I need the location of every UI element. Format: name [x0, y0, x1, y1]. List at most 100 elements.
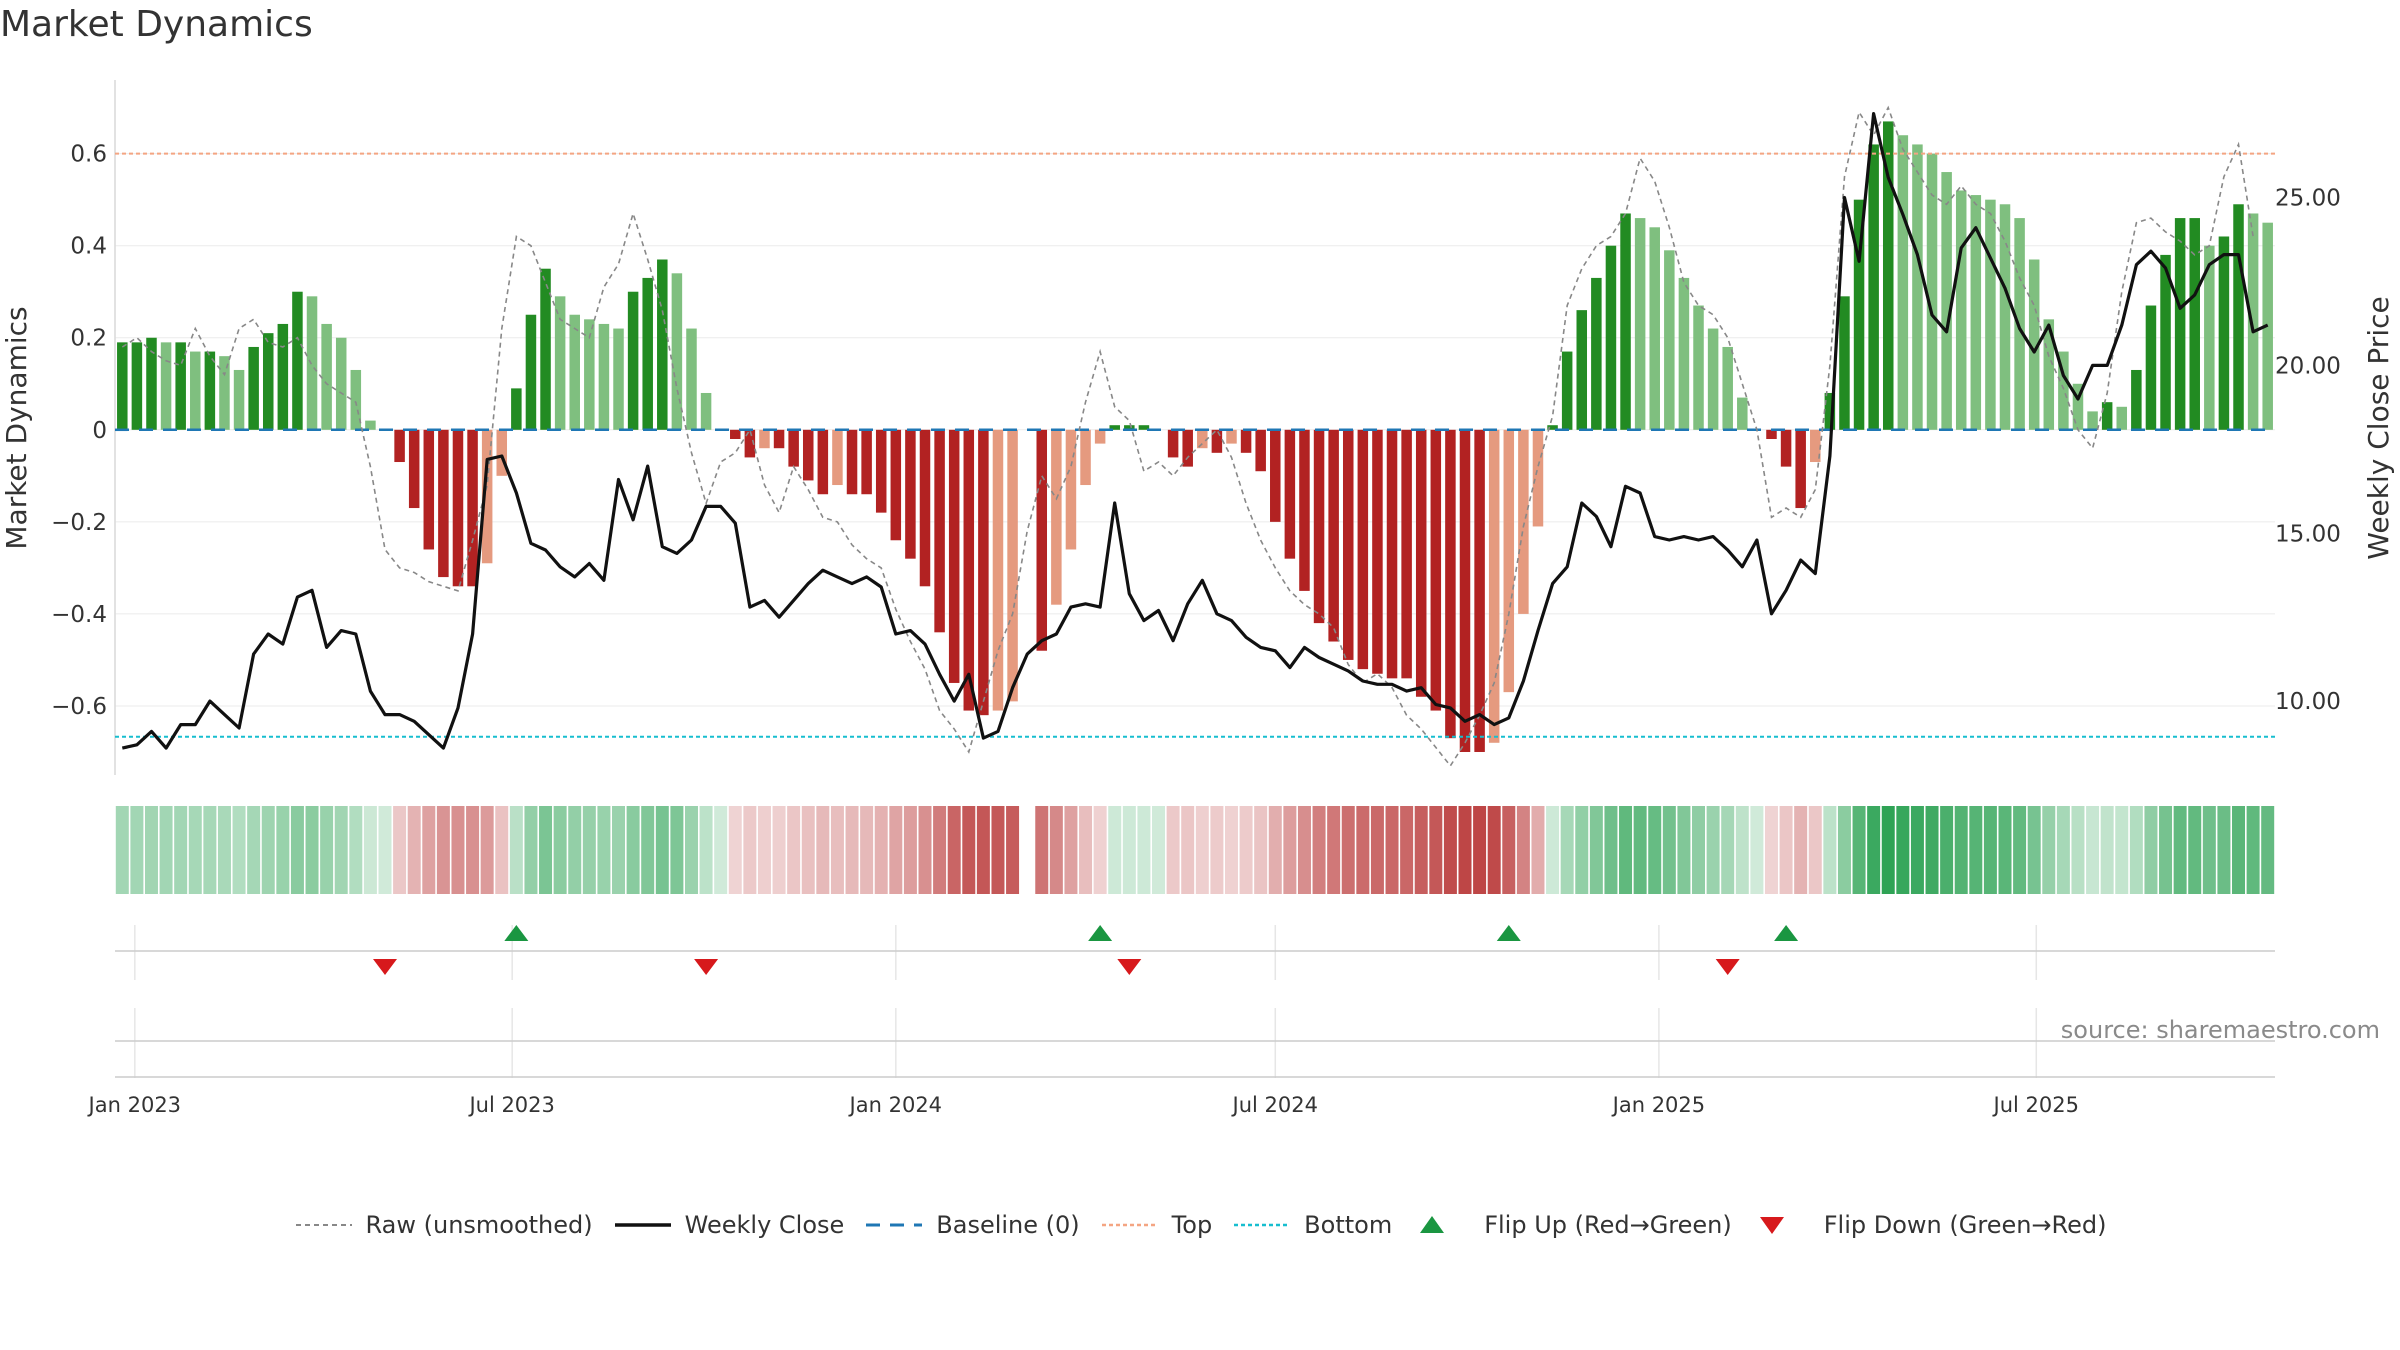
momentum-bar	[1649, 227, 1660, 430]
heat-cell	[597, 806, 611, 894]
momentum-bar	[219, 356, 230, 430]
heat-cell	[290, 806, 304, 894]
y-tick-label: 0.4	[70, 234, 107, 260]
heat-cell	[509, 806, 523, 894]
momentum-bar	[2028, 259, 2040, 430]
heat-cell	[2202, 806, 2216, 894]
heat-cell	[1692, 806, 1706, 894]
heat-cell	[553, 806, 567, 894]
momentum-bar	[496, 429, 508, 476]
momentum-bar	[1912, 144, 1923, 430]
heat-cell	[1166, 806, 1180, 894]
heat-cell	[1910, 806, 1924, 894]
heat-cell	[1662, 806, 1676, 894]
momentum-bar	[1401, 429, 1412, 679]
flip-up-marker	[504, 925, 529, 941]
heat-cell	[2232, 806, 2246, 894]
momentum-bar	[2101, 402, 2113, 430]
raw-series-line	[121, 105, 2254, 768]
legend-item-flip-down: Flip Down (Green→Red)	[1752, 1211, 2107, 1239]
momentum-bar	[1313, 429, 1325, 624]
heat-cell	[1852, 806, 1866, 894]
heat-cell	[772, 806, 786, 894]
heat-cell	[670, 806, 684, 894]
legend-item-baseline: Baseline (0)	[864, 1211, 1080, 1239]
heat-cell	[1385, 806, 1399, 894]
heat-cell	[1808, 806, 1822, 894]
heat-cell	[1648, 806, 1662, 894]
momentum-bar	[1985, 199, 1996, 430]
heat-cell	[655, 806, 669, 894]
momentum-bar	[1299, 429, 1310, 591]
flip-down-marker	[694, 959, 719, 975]
momentum-bar	[919, 429, 931, 587]
momentum-bar	[598, 323, 610, 430]
heat-cell	[816, 806, 830, 894]
y2-tick-label: 15.00	[2275, 521, 2341, 547]
momentum-bar	[204, 351, 216, 430]
heat-cell	[787, 806, 801, 894]
momentum-bar	[1386, 429, 1398, 679]
heat-cell	[247, 806, 261, 894]
momentum-bar	[2233, 204, 2244, 430]
heat-cell	[1619, 806, 1633, 894]
heat-cell	[1224, 806, 1238, 894]
heat-cell	[451, 806, 465, 894]
heat-cell	[2013, 806, 2027, 894]
momentum-bar	[423, 429, 435, 550]
heat-cell	[232, 806, 246, 894]
momentum-bar	[569, 314, 580, 430]
momentum-bar	[1693, 305, 1704, 430]
momentum-bar	[131, 342, 143, 430]
momentum-bar	[1430, 429, 1442, 711]
source-label: source: sharemaestro.com	[2060, 1016, 2380, 1044]
momentum-bar	[2189, 218, 2200, 430]
heat-cell	[976, 806, 990, 894]
momentum-bar	[992, 429, 1004, 711]
heat-cell	[1473, 806, 1487, 894]
series-lines	[121, 105, 2269, 768]
momentum-bar	[1868, 144, 1879, 430]
momentum-bar	[1561, 351, 1573, 430]
heat-cell	[684, 806, 698, 894]
momentum-bar	[2043, 319, 2055, 430]
momentum-bar	[321, 323, 332, 430]
momentum-bar	[1488, 429, 1500, 743]
momentum-bar	[2087, 411, 2098, 430]
heat-cell	[1998, 806, 2012, 894]
heat-cell	[1210, 806, 1224, 894]
momentum-bar	[788, 429, 799, 467]
momentum-bar	[190, 351, 201, 430]
momentum-bar	[292, 291, 303, 430]
axis-labels: 0.6 0.4 0.2 0 −0.2 −0.4 −0.6 25.00 20.00 15.00 10.…	[0, 142, 2395, 1117]
momentum-bar	[350, 369, 362, 430]
momentum-bar	[1634, 218, 1646, 430]
heat-cell	[1195, 806, 1209, 894]
momentum-bar	[1211, 429, 1223, 453]
momentum-bar	[1357, 429, 1369, 670]
momentum-bar	[540, 268, 551, 430]
momentum-bar	[1722, 346, 1733, 430]
heat-cell	[1516, 806, 1530, 894]
heat-cell	[903, 806, 917, 894]
momentum-bar	[481, 429, 493, 564]
momentum-bar	[832, 429, 843, 486]
momentum-bar	[671, 273, 683, 430]
momentum-bar	[1328, 429, 1339, 642]
momentum-bar	[1503, 429, 1515, 693]
heat-cell	[2217, 806, 2231, 894]
heat-cell	[860, 806, 874, 894]
momentum-bar	[2218, 236, 2230, 430]
momentum-bar	[657, 259, 668, 430]
heat-cell	[1093, 806, 1107, 894]
y2-tick-label: 25.00	[2275, 186, 2341, 212]
flip-down-marker	[373, 959, 397, 975]
heat-cell	[261, 806, 275, 894]
momentum-bar	[1766, 429, 1777, 440]
weekly-close-line	[121, 111, 2269, 750]
heat-cell	[2100, 806, 2114, 894]
heat-cell	[1429, 806, 1443, 894]
momentum-bar	[1284, 429, 1296, 559]
heat-cell	[1925, 806, 1939, 894]
momentum-bar	[233, 369, 245, 430]
